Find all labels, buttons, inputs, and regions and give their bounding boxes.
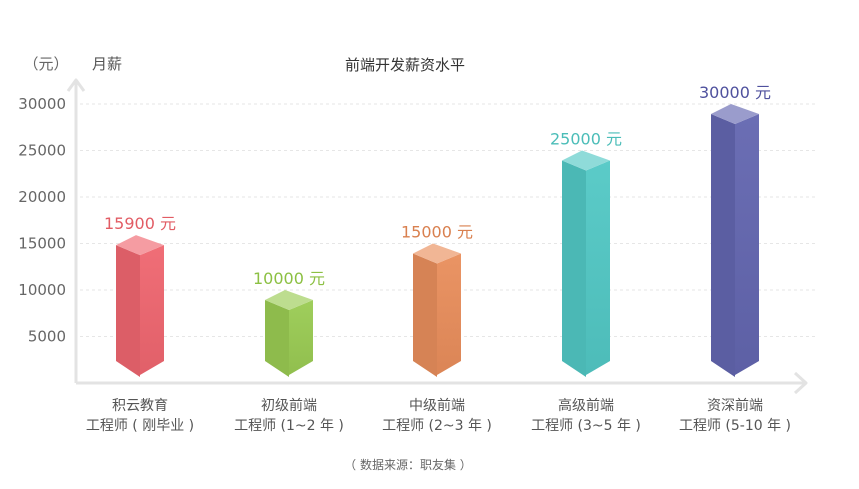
x-tick-label: 高级前端 bbox=[558, 397, 614, 414]
axes bbox=[66, 78, 808, 395]
bars bbox=[116, 104, 759, 377]
bar-face-right bbox=[140, 245, 164, 375]
x-tick-label-sub: 工程师 (2~3 年 ) bbox=[382, 418, 492, 434]
x-tick-label-sub: 工程师 (1~2 年 ) bbox=[234, 418, 344, 434]
bar-face-right bbox=[437, 253, 461, 375]
data-source: （ 数据来源：职友集 ） bbox=[344, 457, 472, 472]
bar-face-right bbox=[735, 114, 759, 375]
x-tick-label: 初级前端 bbox=[261, 397, 317, 414]
chart-title: 前端开发薪资水平 bbox=[345, 56, 465, 74]
bar bbox=[711, 104, 759, 377]
bar-face-left bbox=[711, 114, 735, 377]
x-tick-label: 积云教育 bbox=[112, 398, 168, 414]
x-axis-arrow bbox=[793, 371, 808, 395]
bar-face-right bbox=[289, 300, 313, 375]
x-tick-label: 中级前端 bbox=[409, 397, 465, 414]
y-tick-label: 5000 bbox=[28, 328, 66, 346]
bar-face-left bbox=[116, 245, 140, 377]
bar-top bbox=[265, 290, 313, 310]
y-tick-label: 15000 bbox=[18, 235, 66, 253]
bar-face-left bbox=[562, 160, 586, 377]
x-tick-label-sub: 工程师 (3~5 年 ) bbox=[531, 418, 641, 434]
y-tick-label: 20000 bbox=[18, 188, 66, 206]
y-tick-label: 10000 bbox=[18, 281, 66, 299]
bar bbox=[116, 235, 164, 377]
x-tick-label-sub: 工程师 ( 刚毕业 ) bbox=[86, 418, 194, 434]
y-axis-arrow bbox=[66, 78, 86, 92]
bar-face-left bbox=[413, 253, 437, 377]
bar-face-left bbox=[265, 300, 289, 377]
y-axis-label: 月薪 bbox=[92, 55, 122, 73]
data-label: 25000 元 bbox=[550, 130, 622, 149]
bar-top bbox=[711, 104, 759, 124]
data-label: 30000 元 bbox=[699, 83, 771, 102]
y-tick-label: 25000 bbox=[18, 142, 66, 160]
bar-top bbox=[562, 150, 610, 171]
data-label: 15900 元 bbox=[104, 214, 176, 233]
x-tick-label-sub: 工程师 (5-10 年 ) bbox=[679, 418, 791, 434]
bar bbox=[413, 243, 461, 377]
bar-face-right bbox=[586, 160, 610, 375]
bar bbox=[562, 150, 610, 377]
labels: 5000 10000 15000 20000 25000 30000 15900 元积云教育… bbox=[18, 83, 791, 434]
bar-top bbox=[116, 235, 164, 256]
data-label: 10000 元 bbox=[253, 269, 325, 288]
x-tick-label: 资深前端 bbox=[707, 397, 763, 414]
y-unit-label: （元） bbox=[23, 55, 68, 73]
data-label: 15000 元 bbox=[401, 223, 473, 242]
bar bbox=[265, 290, 313, 377]
grid-lines bbox=[80, 103, 815, 337]
y-tick-label: 30000 bbox=[18, 95, 66, 113]
bar-top bbox=[413, 243, 461, 264]
